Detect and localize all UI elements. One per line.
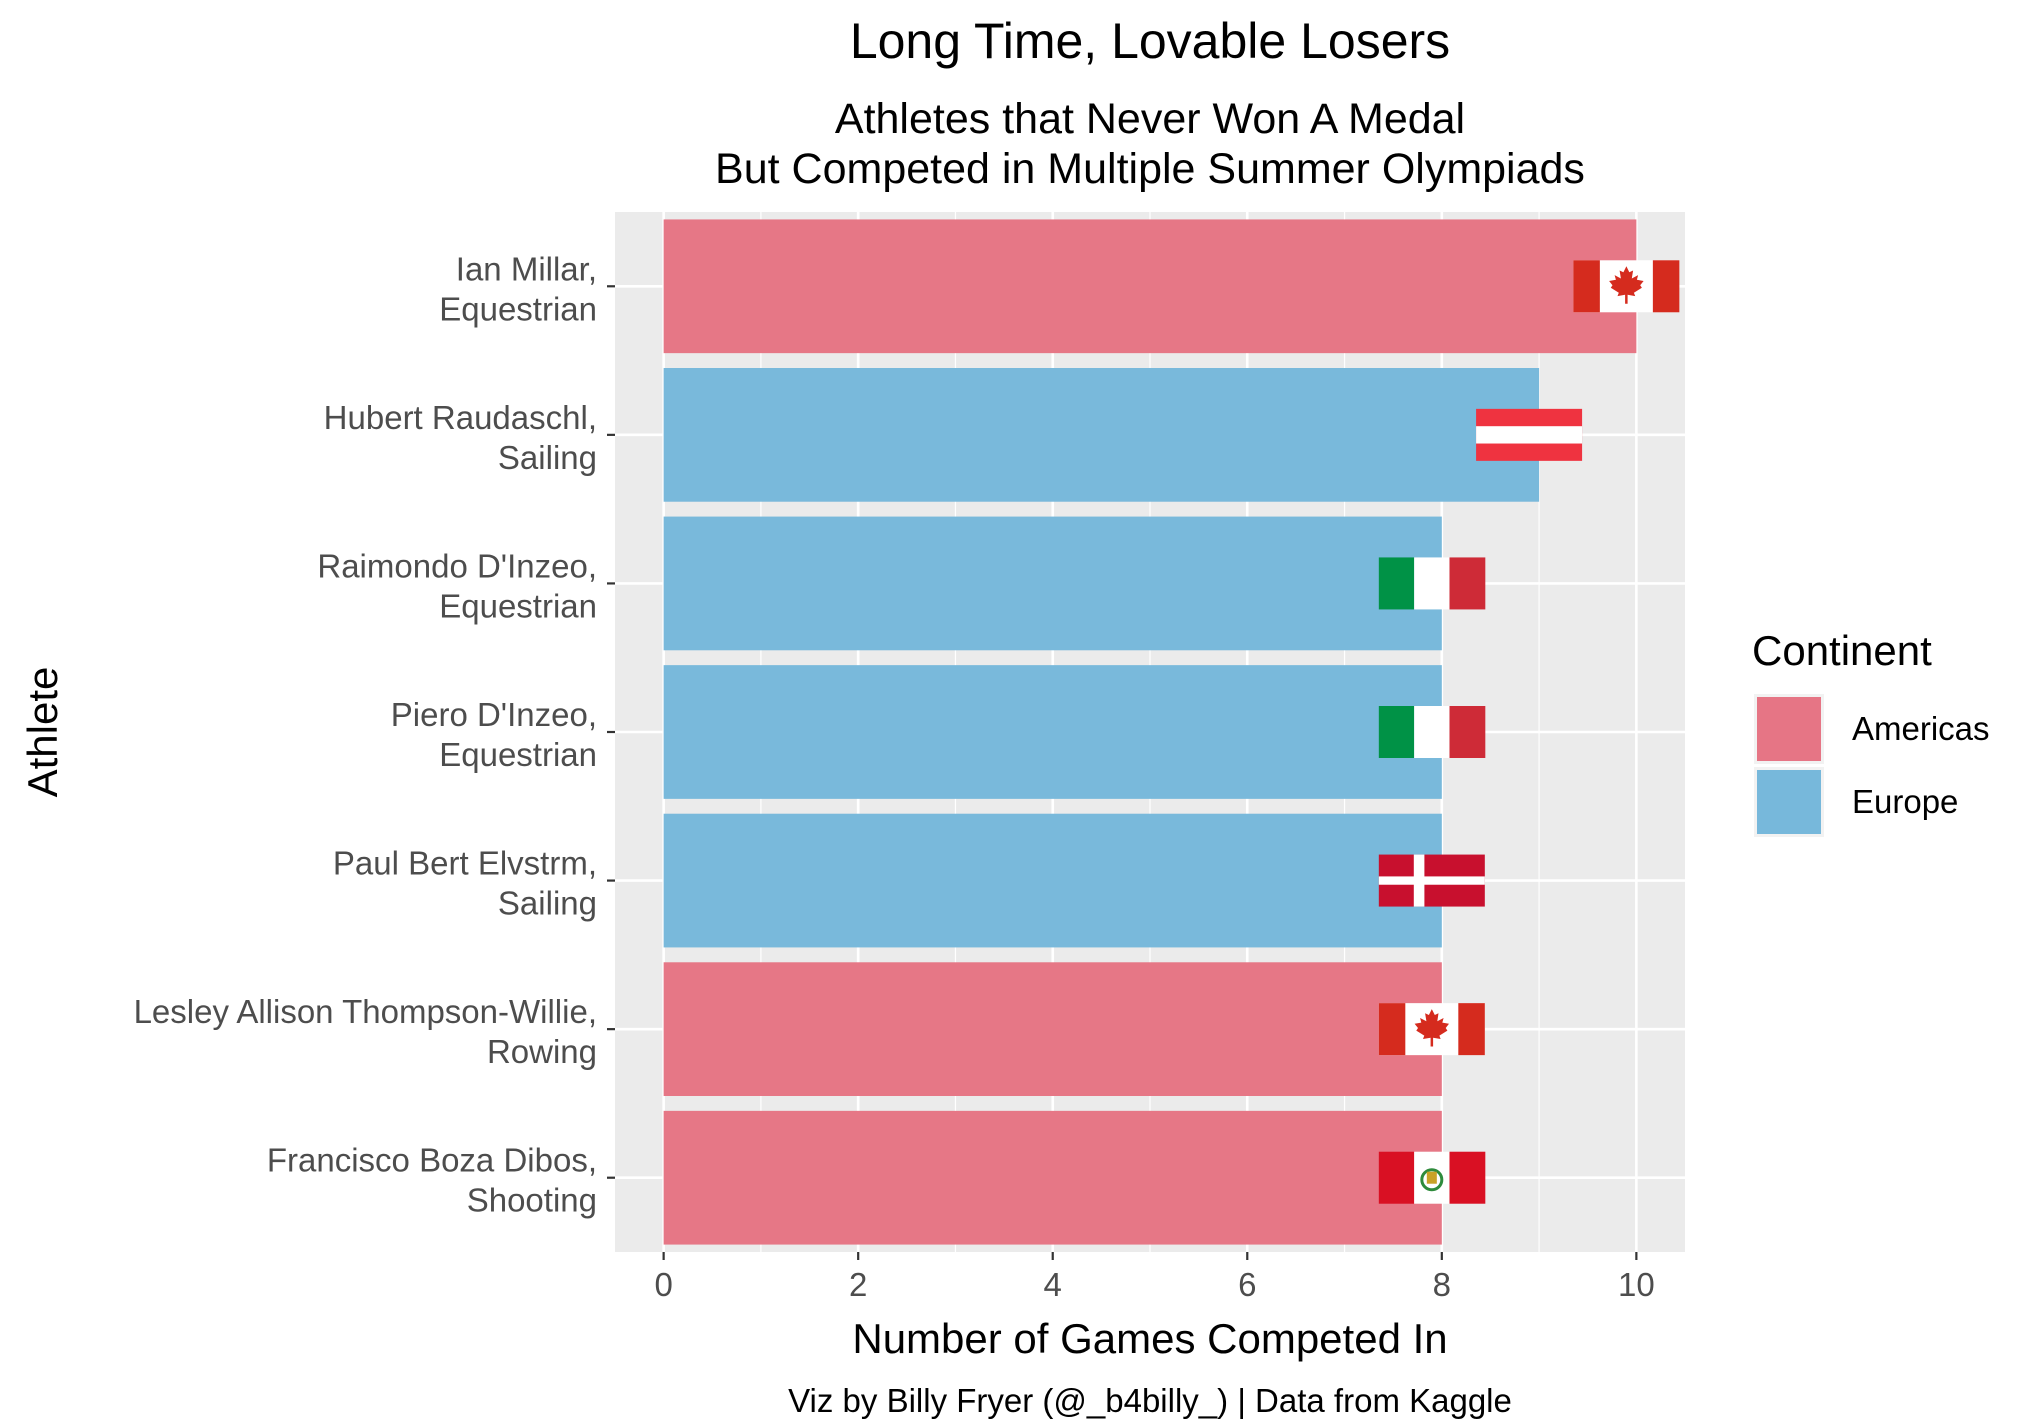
flag-austria-icon bbox=[1476, 408, 1583, 461]
y-tick-label-sport: Equestrian bbox=[439, 587, 597, 624]
y-tick-label-sport: Sailing bbox=[498, 439, 597, 476]
flag-band bbox=[1449, 557, 1486, 610]
flag-emblem bbox=[1420, 1168, 1444, 1192]
flag-band bbox=[1414, 706, 1450, 758]
flag-band bbox=[1378, 706, 1415, 758]
bar bbox=[663, 665, 1442, 799]
x-axis: 0 2 4 6 8 10 bbox=[654, 1252, 1655, 1303]
y-tick-label-sport: Sailing bbox=[498, 885, 597, 922]
y-tick-label-name: Raimondo D'Inzeo, bbox=[317, 547, 597, 584]
flag-band bbox=[1652, 260, 1680, 313]
x-tick-label: 8 bbox=[1433, 1266, 1451, 1303]
y-axis-title: Athlete bbox=[19, 667, 66, 798]
flag-peru-icon bbox=[1378, 1151, 1486, 1204]
flag-band bbox=[1458, 1003, 1485, 1056]
y-tick-label-name: Ian Millar, bbox=[456, 250, 597, 287]
legend-label: Europe bbox=[1852, 783, 1958, 820]
flag-emblem bbox=[1426, 1171, 1437, 1184]
bar bbox=[663, 1110, 1442, 1245]
x-tick-label: 6 bbox=[1238, 1266, 1256, 1303]
flag-band bbox=[1449, 706, 1486, 758]
y-tick-label-name: Piero D'Inzeo, bbox=[391, 696, 597, 733]
flag-band bbox=[1476, 426, 1583, 444]
x-axis-title: Number of Games Competed In bbox=[852, 1315, 1447, 1362]
y-tick-label-sport: Equestrian bbox=[439, 736, 597, 773]
flag-italy-icon bbox=[1378, 706, 1486, 758]
legend-key-swatch bbox=[1757, 697, 1821, 761]
flag-band bbox=[1449, 1151, 1486, 1204]
bar bbox=[663, 962, 1442, 1096]
y-tick-label-name: Paul Bert Elvstrm, bbox=[333, 845, 597, 882]
flag-canada-icon bbox=[1378, 1003, 1485, 1056]
chart-title: Long Time, Lovable Losers bbox=[850, 13, 1450, 69]
legend-title: Continent bbox=[1752, 627, 1932, 674]
flag-band bbox=[1573, 260, 1600, 313]
flag-band bbox=[1414, 557, 1450, 610]
flag-band bbox=[1378, 557, 1415, 610]
y-tick-label-name: Hubert Raudaschl, bbox=[324, 399, 597, 436]
bars bbox=[663, 219, 1637, 1245]
bar bbox=[663, 516, 1442, 651]
y-tick-label-sport: Equestrian bbox=[439, 290, 597, 327]
flags bbox=[1378, 260, 1680, 1204]
y-tick-label-sport: Rowing bbox=[487, 1033, 597, 1070]
flag-cross bbox=[1378, 876, 1485, 885]
flag-band bbox=[1378, 1151, 1415, 1204]
y-tick-label-sport: Shooting bbox=[467, 1182, 597, 1219]
bar bbox=[663, 813, 1442, 948]
chart-subtitle-line-1: Athletes that Never Won A Medal bbox=[835, 95, 1465, 143]
chart-caption: Viz by Billy Fryer (@_b4billy_) | Data f… bbox=[788, 1382, 1512, 1419]
x-tick-label: 10 bbox=[1618, 1266, 1655, 1303]
legend-key-swatch bbox=[1757, 770, 1821, 834]
x-tick-label: 2 bbox=[849, 1266, 867, 1303]
maple-leaf-icon bbox=[1609, 266, 1644, 304]
maple-leaf-icon bbox=[1414, 1009, 1449, 1047]
y-tick-label-name: Francisco Boza Dibos, bbox=[267, 1142, 597, 1179]
x-tick-label: 4 bbox=[1044, 1266, 1062, 1303]
flag-denmark-icon bbox=[1378, 854, 1485, 907]
y-tick-label-name: Lesley Allison Thompson-Willie, bbox=[134, 993, 597, 1030]
bar bbox=[663, 368, 1540, 502]
legend-label: Americas bbox=[1852, 710, 1990, 747]
x-tick-label: 0 bbox=[654, 1266, 672, 1303]
flag-canada-icon bbox=[1573, 260, 1680, 313]
legend: Americas Europe bbox=[1754, 694, 1990, 837]
flag-italy-icon bbox=[1378, 557, 1486, 610]
chart-subtitle-line-2: But Competed in Multiple Summer Olympiad… bbox=[715, 145, 1585, 193]
flag-band bbox=[1378, 1003, 1406, 1056]
bar bbox=[663, 219, 1637, 354]
